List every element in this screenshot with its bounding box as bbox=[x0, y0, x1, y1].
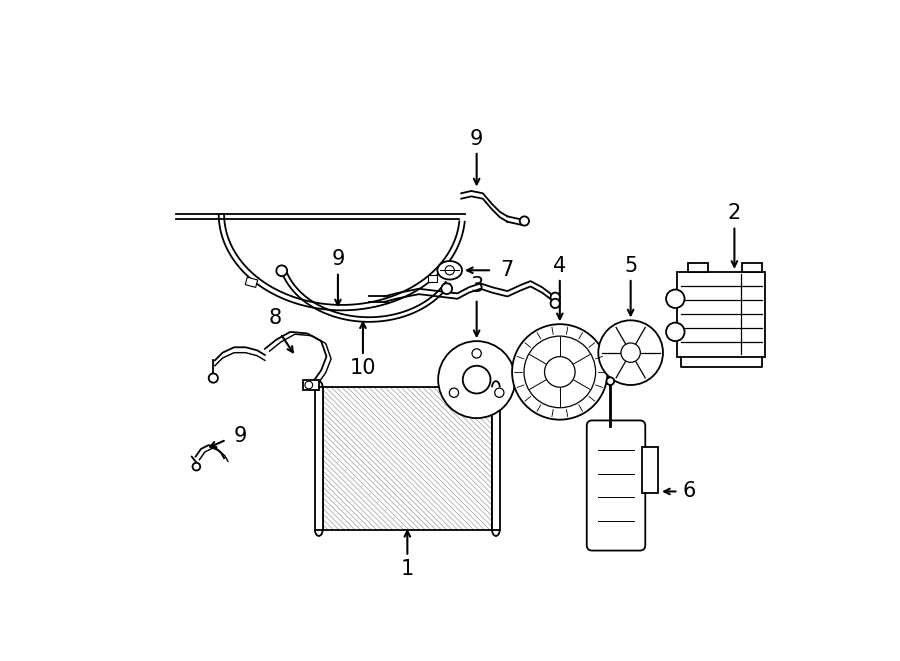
Text: 4: 4 bbox=[554, 256, 566, 276]
Text: 8: 8 bbox=[268, 308, 282, 328]
Text: 2: 2 bbox=[728, 204, 741, 223]
Text: 3: 3 bbox=[470, 276, 483, 297]
Bar bbox=[428, 275, 436, 282]
Text: 1: 1 bbox=[400, 559, 414, 579]
Circle shape bbox=[607, 377, 614, 385]
Circle shape bbox=[193, 463, 200, 471]
Circle shape bbox=[276, 265, 287, 276]
Text: 9: 9 bbox=[234, 426, 248, 446]
Circle shape bbox=[305, 381, 312, 389]
Circle shape bbox=[666, 323, 685, 341]
Circle shape bbox=[621, 343, 641, 362]
Circle shape bbox=[520, 216, 529, 225]
Bar bbox=[688, 262, 707, 272]
Text: 9: 9 bbox=[331, 249, 345, 270]
Circle shape bbox=[512, 324, 608, 420]
Circle shape bbox=[209, 373, 218, 383]
Bar bbox=[322, 387, 492, 529]
Bar bbox=[492, 387, 500, 529]
Ellipse shape bbox=[437, 261, 462, 280]
Text: 7: 7 bbox=[500, 260, 513, 280]
Circle shape bbox=[551, 299, 560, 308]
FancyBboxPatch shape bbox=[587, 420, 645, 551]
Circle shape bbox=[524, 336, 596, 408]
Bar bbox=[315, 387, 323, 529]
Bar bbox=[245, 277, 257, 288]
Bar bbox=[303, 379, 319, 391]
Circle shape bbox=[551, 293, 560, 302]
Circle shape bbox=[449, 388, 459, 397]
Bar bbox=[643, 447, 658, 492]
Bar bbox=[677, 272, 765, 356]
Bar bbox=[742, 262, 761, 272]
Circle shape bbox=[438, 341, 515, 418]
Circle shape bbox=[472, 349, 482, 358]
Circle shape bbox=[544, 357, 575, 387]
Text: 5: 5 bbox=[624, 256, 637, 276]
Circle shape bbox=[441, 284, 452, 294]
Circle shape bbox=[666, 290, 685, 308]
Circle shape bbox=[446, 266, 454, 275]
Text: 9: 9 bbox=[470, 129, 483, 149]
Text: 10: 10 bbox=[350, 358, 376, 378]
Text: 6: 6 bbox=[682, 481, 696, 502]
Circle shape bbox=[463, 366, 491, 393]
Circle shape bbox=[598, 321, 663, 385]
Circle shape bbox=[495, 388, 504, 397]
